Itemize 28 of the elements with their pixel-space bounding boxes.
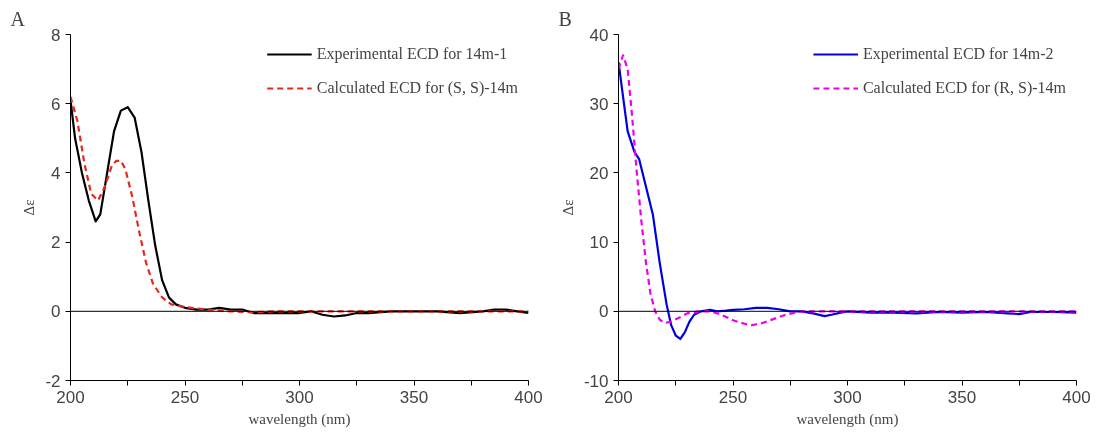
x-axis-title: wavelength (nm) [796, 410, 899, 428]
chart-title: A [10, 7, 26, 30]
x-tick-label: 350 [947, 387, 977, 407]
x-axis-title: wavelength (nm) [248, 410, 351, 428]
x-tick-label: 250 [718, 387, 748, 407]
x-tick-label: 300 [285, 387, 314, 407]
y-axis-title: Δε [21, 199, 38, 216]
y-tick-label: 8 [51, 25, 61, 45]
y-tick-label: 2 [51, 233, 61, 253]
y-tick-label: 20 [589, 163, 609, 183]
x-tick-label: 350 [399, 387, 429, 407]
y-tick-label: 4 [51, 163, 61, 183]
legend-label: Experimental ECD for 14m-1 [316, 45, 508, 63]
y-tick-label: 6 [51, 94, 61, 114]
y-tick-label: 40 [589, 25, 609, 45]
x-tick-label: 300 [833, 387, 862, 407]
x-tick-label: 400 [1062, 387, 1091, 407]
legend-label: Calculated ECD for (R, S)-14m [862, 79, 1066, 97]
x-tick-label: 250 [170, 387, 200, 407]
x-tick-label: 400 [514, 387, 543, 407]
y-tick-label: 10 [589, 233, 609, 253]
legend-label: Calculated ECD for (S, S)-14m [316, 79, 518, 97]
y-tick-label: 0 [599, 302, 609, 322]
y-axis-title: Δε [559, 199, 576, 216]
y-tick-label: 0 [51, 302, 61, 322]
y-tick-label: 30 [589, 94, 609, 114]
chart-title: B [558, 7, 572, 30]
legend-label: Experimental ECD for 14m-2 [862, 45, 1054, 63]
